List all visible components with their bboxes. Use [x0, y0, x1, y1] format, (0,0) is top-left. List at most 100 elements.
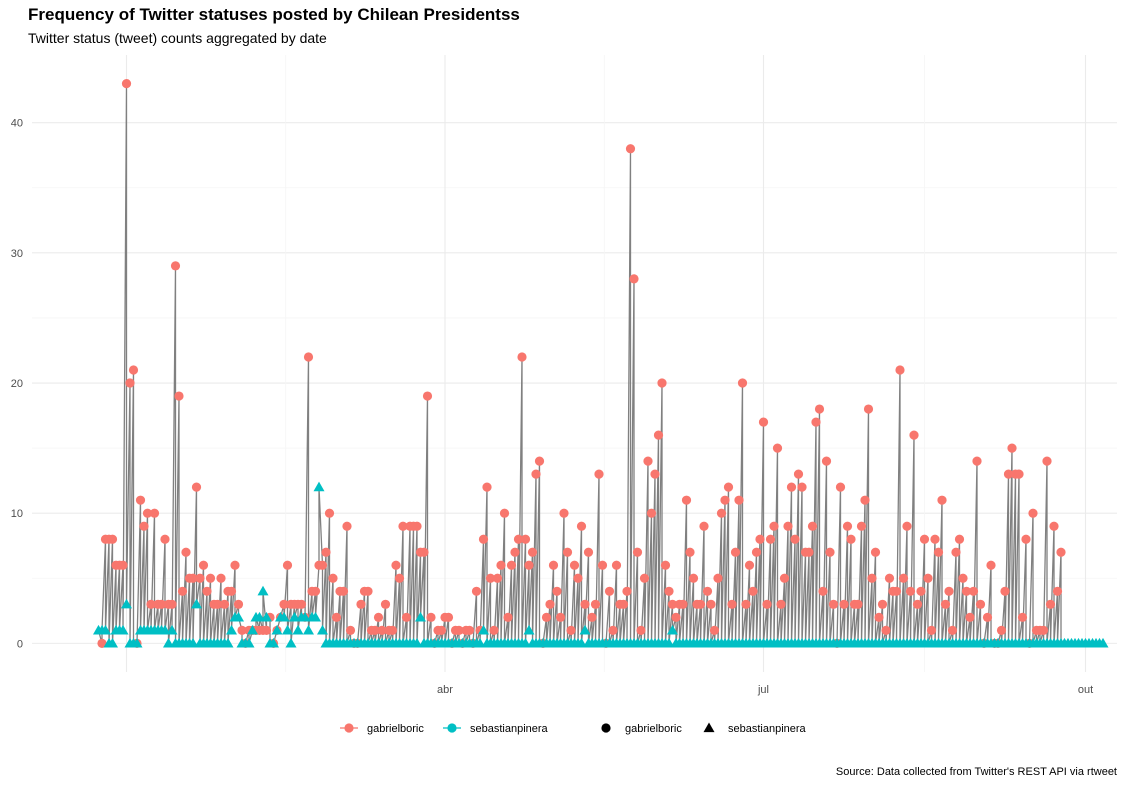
- gabrielboric-point: [363, 586, 373, 596]
- gabrielboric-point: [996, 625, 1007, 635]
- gabrielboric-point: [902, 521, 912, 531]
- gabrielboric-point: [188, 573, 198, 583]
- gabrielboric-point: [898, 573, 909, 583]
- gabrielboric-point: [839, 599, 849, 609]
- gabrielboric-point: [531, 469, 541, 479]
- gabrielboric-point: [142, 508, 153, 518]
- gabrielboric-point: [1000, 586, 1010, 596]
- gabrielboric-point: [118, 560, 128, 570]
- gabrielboric-point: [230, 560, 240, 570]
- sebastianpinera-point: [663, 637, 675, 648]
- gabrielboric-point: [226, 586, 237, 596]
- gabrielboric-point: [510, 547, 520, 557]
- gabrielboric-point: [303, 352, 314, 362]
- sebastianpinera-point: [100, 624, 111, 635]
- sebastianpinera-point: [243, 637, 255, 648]
- gabrielboric-point: [342, 521, 352, 531]
- gabrielboric-point: [702, 586, 713, 596]
- gabrielboric-point: [842, 521, 853, 531]
- gabrielboric-point: [734, 495, 744, 505]
- gabrielboric-point: [604, 586, 615, 596]
- sebastianpinera-point: [1097, 637, 1109, 648]
- gabrielboric-point: [625, 144, 636, 154]
- gabrielboric-point: [758, 417, 769, 427]
- gabrielboric-point: [790, 534, 800, 544]
- gabrielboric-point: [653, 430, 664, 440]
- gabrielboric-point: [912, 599, 923, 609]
- gabrielboric-point: [958, 573, 968, 583]
- gabrielboric-point: [881, 625, 891, 635]
- gabrielboric-point: [853, 599, 863, 609]
- gabrielboric-point: [391, 560, 401, 570]
- gabrielboric-point: [541, 612, 552, 622]
- sebastianpinera-point: [163, 637, 174, 648]
- x-tick-label: jul: [757, 684, 769, 696]
- sebastianpinera-point: [415, 611, 426, 622]
- gabrielboric-point: [804, 547, 814, 557]
- gabrielboric-point: [107, 534, 118, 544]
- gabrielboric-point: [1014, 469, 1024, 479]
- gabrielboric-point: [443, 612, 454, 622]
- gabrielboric-point: [548, 560, 559, 570]
- gabrielboric-point: [1042, 456, 1052, 466]
- gabrielboric-point: [863, 404, 874, 414]
- gabrielboric-point: [562, 547, 573, 557]
- gabrielboric-point: [828, 599, 839, 609]
- gabrielboric-point: [699, 521, 709, 531]
- gabrielboric-point: [664, 586, 674, 596]
- sebastianpinera-point: [271, 624, 283, 635]
- legend-label: sebastianpinera: [728, 723, 807, 735]
- gabrielboric-point: [681, 495, 692, 505]
- gabrielboric-point: [744, 560, 755, 570]
- gabrielboric-point: [646, 508, 657, 518]
- gabrielboric-point: [643, 456, 653, 466]
- gabrielboric-point: [489, 625, 499, 635]
- y-tick-label: 0: [17, 638, 23, 650]
- gabrielboric-point: [338, 586, 349, 596]
- gabrielboric-point: [317, 560, 328, 570]
- gabrielboric-point: [926, 625, 937, 635]
- gabrielboric-point: [1056, 547, 1066, 557]
- sebastianpinera-point: [317, 624, 328, 635]
- gabrielboric-point: [576, 521, 587, 531]
- gabrielboric-point: [982, 612, 993, 622]
- gabrielboric-point: [821, 456, 832, 466]
- gabrielboric-point: [685, 547, 695, 557]
- sebastianpinera-point: [191, 598, 202, 609]
- gabrielboric-point: [373, 612, 384, 622]
- gabrielboric-point: [968, 586, 979, 596]
- x-tick-label: abr: [437, 684, 453, 696]
- gabrielboric-point: [261, 625, 272, 635]
- gabrielboric-point: [471, 586, 482, 596]
- gabrielboric-point: [867, 573, 877, 583]
- gabrielboric-point: [279, 599, 289, 609]
- gabrielboric-point: [846, 534, 856, 544]
- gabrielboric-point: [135, 495, 146, 505]
- gabrielboric-point: [454, 625, 464, 635]
- gabrielboric-point: [709, 625, 720, 635]
- gabrielboric-point: [916, 586, 926, 596]
- gabrielboric-point: [324, 508, 335, 518]
- gabrielboric-point: [394, 573, 405, 583]
- gabrielboric-point: [972, 456, 982, 466]
- gabrielboric-point: [156, 599, 167, 609]
- gabrielboric-point: [331, 612, 342, 622]
- gabrielboric-point: [170, 261, 181, 271]
- gabrielboric-point: [636, 625, 646, 635]
- gabrielboric-point: [587, 612, 597, 622]
- gabrielboric-point: [608, 625, 618, 635]
- gabrielboric-point: [566, 625, 576, 635]
- gabrielboric-point: [874, 612, 884, 622]
- sebastianpinera-point: [159, 624, 171, 635]
- gabrielboric-point: [737, 378, 748, 388]
- gabrielboric-point: [811, 417, 821, 427]
- y-tick-label: 40: [11, 118, 23, 130]
- gabrielboric-point: [856, 521, 867, 531]
- gabrielboric-point: [895, 365, 905, 375]
- gabrielboric-point: [177, 586, 188, 596]
- gabrielboric-point: [380, 599, 391, 609]
- gabrielboric-point: [786, 482, 797, 492]
- gabrielboric-point: [506, 560, 517, 570]
- gabrielboric-point: [1007, 443, 1017, 453]
